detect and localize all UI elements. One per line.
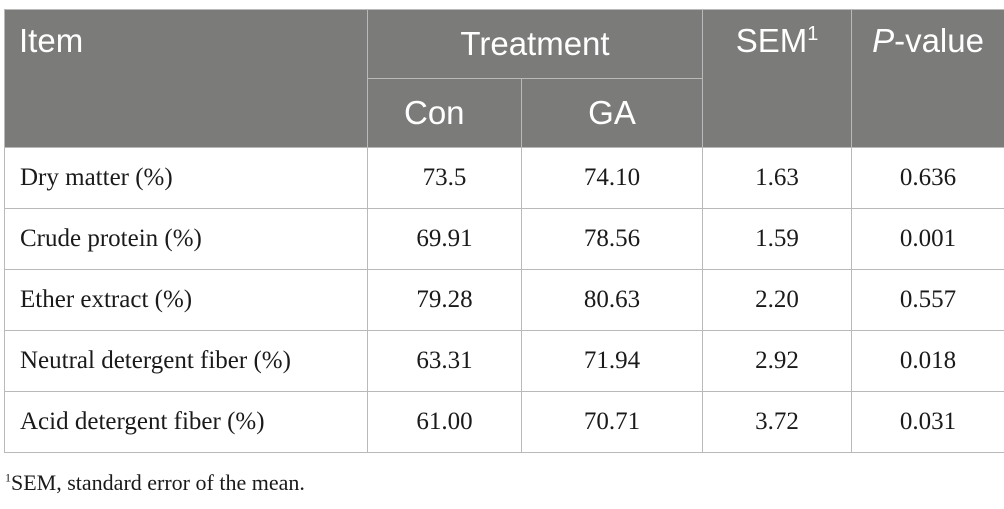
header-sem-footnote-mark: 1 (807, 23, 819, 45)
cell-sem: 2.92 (702, 330, 853, 392)
cell-p: 0.636 (851, 147, 1004, 209)
cell-item: Neutral detergent fiber (%) (4, 330, 368, 392)
cell-item: Acid detergent fiber (%) (4, 391, 368, 453)
table-row: Ether extract (%) 79.28 80.63 2.20 0.557 (4, 269, 1004, 331)
cell-p: 0.018 (851, 330, 1004, 392)
cell-con: 69.91 (367, 208, 522, 270)
cell-ga: 71.94 (520, 330, 704, 392)
header-sem: SEM1 (702, 9, 853, 148)
cell-p: 0.001 (851, 208, 1004, 270)
header-treatment: Treatment (366, 9, 704, 79)
cell-ga: 80.63 (520, 269, 704, 331)
cell-p: 0.031 (851, 391, 1004, 453)
table-header: Item Treatment SEM1 P-value Con GA (4, 9, 1004, 148)
table-row: Crude protein (%) 69.91 78.56 1.59 0.001 (4, 208, 1004, 270)
cell-ga: 78.56 (520, 208, 704, 270)
cell-p: 0.557 (851, 269, 1004, 331)
cell-sem: 1.63 (702, 147, 853, 209)
cell-item: Dry matter (%) (4, 147, 368, 209)
table-row: Dry matter (%) 73.5 74.10 1.63 0.636 (4, 147, 1004, 209)
header-ga: GA (520, 78, 704, 148)
cell-item: Crude protein (%) (4, 208, 368, 270)
cell-con: 63.31 (367, 330, 522, 392)
header-p-rest: -value (894, 22, 984, 59)
footnote-mark: 1 (5, 470, 11, 485)
data-table: Item Treatment SEM1 P-value Con GA Dry m… (4, 9, 1004, 453)
table-row: Neutral detergent fiber (%) 63.31 71.94 2.9… (4, 330, 1004, 392)
footnote: 1SEM, standard error of the mean. (5, 470, 305, 496)
cell-sem: 2.20 (702, 269, 853, 331)
cell-sem: 1.59 (702, 208, 853, 270)
cell-ga: 74.10 (520, 147, 704, 209)
header-row-2: Con GA (5, 78, 1004, 148)
header-p-value: P-value (851, 9, 1004, 148)
header-sem-label: SEM (735, 22, 808, 59)
cell-con: 79.28 (367, 269, 522, 331)
cell-sem: 3.72 (702, 391, 853, 453)
header-row-1: Item Treatment SEM1 P-value (4, 9, 1004, 148)
cell-con: 61.00 (367, 391, 522, 453)
cell-ga: 70.71 (520, 391, 704, 453)
table-row: Acid detergent fiber (%) 61.00 70.71 3.72 0.… (4, 391, 1004, 453)
cell-con: 73.5 (367, 147, 522, 209)
table-body: Dry matter (%) 73.5 74.10 1.63 0.636 Crude pr… (4, 147, 1004, 453)
cell-item: Ether extract (%) (4, 269, 368, 331)
header-item: Item (4, 9, 368, 148)
footnote-text: SEM, standard error of the mean. (11, 470, 305, 495)
header-p-letter: P (872, 22, 895, 59)
header-con: Con (367, 78, 522, 148)
